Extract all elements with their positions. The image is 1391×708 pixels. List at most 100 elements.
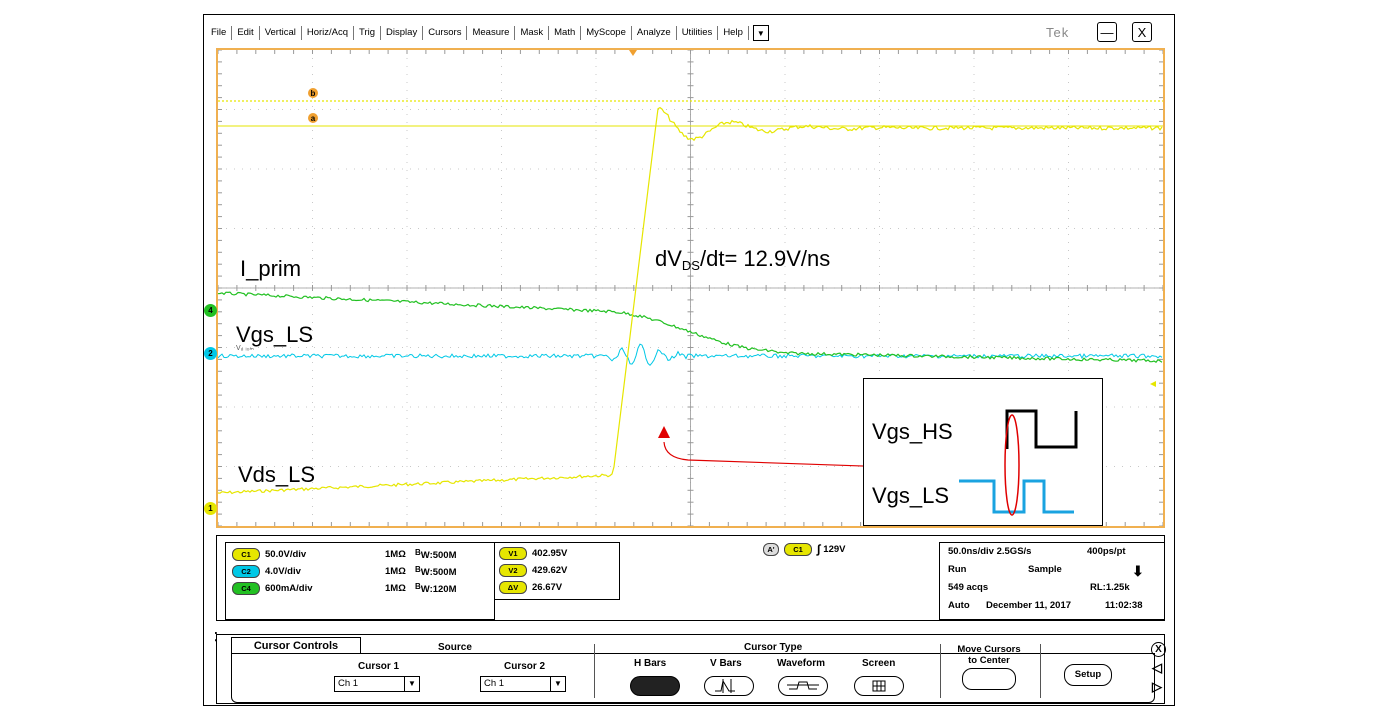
cursor-b-label: b bbox=[311, 89, 316, 98]
screen-icon bbox=[872, 680, 886, 692]
ch4-waveform bbox=[218, 291, 1163, 363]
menu-analyze[interactable]: Analyze bbox=[632, 26, 677, 40]
inset-vgs-ls-label: Vgs_LS bbox=[872, 483, 950, 508]
menu-vertical[interactable]: Vertical bbox=[260, 26, 302, 40]
vgs-ls-pulse bbox=[959, 479, 1074, 514]
cursor-controls-body: Source Cursor 1 Ch 1 ▼ Cursor 2 Ch 1 ▼ Cur… bbox=[231, 642, 1155, 703]
panel-prev-icon[interactable]: ◁ bbox=[1152, 660, 1162, 675]
channel-row-c2[interactable]: C2 4.0V/div 1MΩ BW:500M bbox=[232, 564, 488, 578]
ch4-offset-marker[interactable]: 4 bbox=[204, 304, 217, 317]
acq-mode: Sample bbox=[1028, 564, 1062, 575]
menu-display[interactable]: Display bbox=[381, 26, 424, 40]
menu-horizacq[interactable]: Horiz/Acq bbox=[302, 26, 355, 40]
cursor-a-marker[interactable] bbox=[308, 113, 318, 123]
run-state: Run bbox=[948, 564, 967, 575]
source-heading: Source bbox=[438, 642, 472, 653]
menu-myscope[interactable]: MyScope bbox=[581, 26, 632, 40]
tek-logo: Tek bbox=[1046, 25, 1070, 40]
vbars-button[interactable] bbox=[704, 676, 754, 696]
channel-scale: 600mA/div bbox=[265, 582, 313, 594]
menu-trig[interactable]: Trig bbox=[354, 26, 382, 40]
move-cursors-label: Move Cursors to Center bbox=[957, 644, 1021, 666]
menu-dropdown-button[interactable]: ▼ bbox=[752, 25, 769, 41]
channel-bandwidth: BW:120M bbox=[415, 581, 457, 595]
cursor-readout-value: 429.62V bbox=[532, 564, 568, 576]
cursor-readout-badge: V1 bbox=[499, 546, 527, 560]
arrow-head bbox=[658, 426, 670, 438]
screen-button[interactable] bbox=[854, 676, 904, 696]
trigger-readout[interactable]: A' C1 ∫ 129V bbox=[763, 542, 845, 556]
cursor-b-marker[interactable] bbox=[308, 88, 318, 98]
vgs-ls-label: Vgs_LS bbox=[236, 322, 314, 347]
cursor-readout-row: ΔV 26.67V bbox=[499, 580, 562, 594]
vbars-icon bbox=[715, 679, 735, 693]
cursor-readout-value: 402.95V bbox=[532, 547, 568, 559]
cursor1-source-select[interactable]: Ch 1 ▼ bbox=[334, 676, 420, 692]
trigger-mode: Auto bbox=[948, 600, 970, 611]
setup-button[interactable]: Setup bbox=[1064, 664, 1112, 686]
cursor2-label: Cursor 2 bbox=[504, 661, 546, 672]
inset-waveforms bbox=[959, 409, 1078, 516]
channel-badge: C2 bbox=[232, 564, 260, 578]
points-resolution: 400ps/pt bbox=[1087, 546, 1126, 557]
date: December 11, 2017 bbox=[986, 600, 1072, 611]
cursor-readout-row: V2 429.62V bbox=[499, 563, 567, 577]
cursor-readout-badge: ΔV bbox=[499, 580, 527, 594]
cursor-type-heading: Cursor Type bbox=[744, 642, 803, 653]
menu-file[interactable]: File bbox=[206, 26, 233, 40]
cursor2-source-select[interactable]: Ch 1 ▼ bbox=[480, 676, 566, 692]
channel-row-c4[interactable]: C4 600mA/div 1MΩ BW:120M bbox=[232, 581, 488, 595]
waveform-display: b a I_prim Vgs_LS V₈ ᵢ₀ₘ Vds_LS dVDS/dt=… bbox=[216, 48, 1165, 528]
menu-math[interactable]: Math bbox=[549, 26, 582, 40]
trigger-level-marker bbox=[1150, 381, 1156, 387]
menu-bar: File Edit Vertical Horiz/Acq Trig Display Curs… bbox=[206, 20, 769, 46]
arrow-down-icon: ⬇ bbox=[1132, 563, 1144, 579]
channel-impedance: 1MΩ bbox=[385, 565, 406, 577]
acquisition-readout[interactable]: 50.0ns/div 2.5GS/s 400ps/pt Run Sample ⬇… bbox=[939, 542, 1165, 620]
close-button[interactable]: X bbox=[1132, 22, 1152, 42]
cursor-controls-panel: Cursor Controls Source Cursor 1 Ch 1 ▼ Cu… bbox=[216, 634, 1166, 704]
panel-next-icon[interactable]: ▷ bbox=[1152, 679, 1162, 694]
ch2-small-label: V₈ ᵢ₀ₘ bbox=[236, 345, 254, 352]
trigger-position-marker[interactable] bbox=[629, 50, 637, 56]
screen-label: Screen bbox=[862, 658, 896, 669]
menu-utilities[interactable]: Utilities bbox=[677, 26, 719, 40]
cursor-readout-badge: V2 bbox=[499, 563, 527, 577]
channel-row-c1[interactable]: C1 50.0V/div 1MΩ BW:500M bbox=[232, 547, 488, 561]
menu-measure[interactable]: Measure bbox=[467, 26, 516, 40]
hbars-button[interactable] bbox=[630, 676, 680, 696]
inset-vgs-hs-label: Vgs_HS bbox=[872, 419, 953, 444]
time: 11:02:38 bbox=[1105, 600, 1143, 611]
minimize-button[interactable]: — bbox=[1097, 22, 1117, 42]
cursor1-label: Cursor 1 bbox=[358, 661, 400, 672]
menu-mask[interactable]: Mask bbox=[515, 26, 550, 40]
channel-impedance: 1MΩ bbox=[385, 548, 406, 560]
menu-edit[interactable]: Edit bbox=[232, 26, 260, 40]
ch1-offset-marker[interactable]: 1 bbox=[204, 502, 217, 515]
menu-cursors[interactable]: Cursors bbox=[423, 26, 468, 40]
acq-count: 549 acqs bbox=[948, 582, 989, 593]
cursor-readout: V1 402.95V V2 429.62V ΔV 26.67V bbox=[494, 542, 620, 600]
vbars-label: V Bars bbox=[710, 658, 742, 669]
channel-badge: C1 bbox=[232, 547, 260, 561]
status-readout: C1 50.0V/div 1MΩ BW:500M C2 4.0V/div 1MΩ … bbox=[216, 535, 1165, 621]
channel-badge: C4 bbox=[232, 581, 260, 595]
gate-timing-inset: Vgs_HS Vgs_LS bbox=[863, 378, 1103, 526]
i-prim-label: I_prim bbox=[240, 256, 302, 281]
cursor-controls-tab[interactable]: Cursor Controls bbox=[231, 637, 361, 654]
move-cursors-to-center-button[interactable] bbox=[962, 668, 1016, 690]
ch2-offset-marker[interactable]: 2 bbox=[204, 347, 217, 360]
timebase: 50.0ns/div 2.5GS/s bbox=[948, 546, 1032, 557]
cursor-readout-value: 26.67V bbox=[532, 581, 563, 593]
waveform-graticule: b a bbox=[218, 50, 1163, 526]
cursor-a-label: a bbox=[311, 114, 316, 123]
annotation-arrow bbox=[663, 441, 1009, 472]
hbars-label: H Bars bbox=[634, 658, 667, 669]
ch2-waveform bbox=[218, 343, 1163, 367]
waveform-button[interactable] bbox=[778, 676, 828, 696]
channel-scales: C1 50.0V/div 1MΩ BW:500M C2 4.0V/div 1MΩ … bbox=[225, 542, 495, 620]
menu-help[interactable]: Help bbox=[718, 26, 749, 40]
panel-close-icon[interactable]: X bbox=[1151, 642, 1166, 657]
channel-bandwidth: BW:500M bbox=[415, 547, 457, 561]
channel-impedance: 1MΩ bbox=[385, 582, 406, 594]
